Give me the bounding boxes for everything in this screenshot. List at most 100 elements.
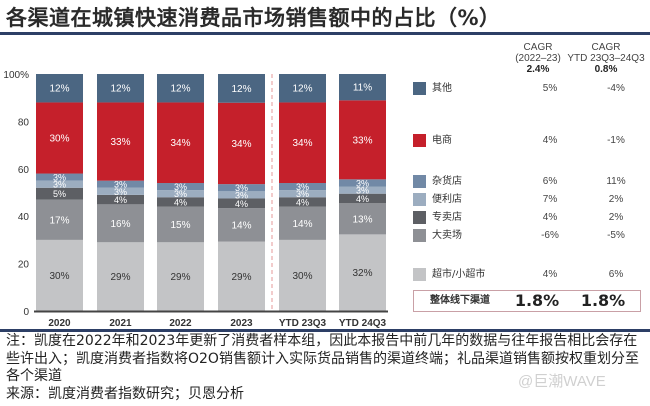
bar-segment: [218, 191, 265, 199]
legend-label: 其他: [432, 83, 452, 94]
data-label: 3%: [53, 173, 66, 183]
legend-cagr: 4%: [542, 269, 558, 280]
total-label: 整体线下渠道: [430, 295, 490, 306]
col2-header-line2: YTD 23Q3–24Q3: [567, 53, 645, 64]
data-label: 29%: [231, 272, 251, 283]
data-label: 13%: [352, 214, 372, 225]
data-label: 3%: [174, 189, 187, 199]
data-label: 12%: [110, 84, 130, 95]
legend-ytd: -5%: [607, 230, 625, 241]
legend-col2-header: CAGR YTD 23Q3–24Q3 0.8%: [566, 42, 646, 75]
y-tick-label: 100%: [3, 70, 29, 81]
bar-segment: [97, 102, 144, 181]
bar-segment: [279, 239, 326, 311]
bar-segment: [97, 242, 144, 311]
legend-label: 杂货店: [432, 176, 462, 187]
bar-segment: [157, 197, 204, 207]
data-label: 29%: [110, 272, 130, 283]
data-label: 17%: [49, 215, 69, 226]
legend-cagr: 4%: [542, 212, 558, 223]
y-tick-label: 0: [23, 307, 29, 318]
legend-cagr: 5%: [542, 83, 558, 94]
footer-divider: [0, 329, 650, 332]
data-label: 29%: [170, 272, 190, 283]
legend-swatch: [413, 268, 426, 281]
bar-segment: [157, 183, 204, 191]
bar-segment: [279, 74, 326, 103]
x-tick-label: YTD 24Q3: [339, 318, 387, 329]
legend-ytd: -4%: [607, 83, 625, 94]
legend-ytd: 11%: [606, 176, 626, 187]
bar-segment: [36, 173, 83, 181]
data-label: 15%: [170, 220, 190, 231]
data-label: 16%: [110, 219, 130, 230]
legend-row: 专卖店 4% 2%: [413, 211, 643, 225]
bar-segment: [97, 194, 144, 205]
y-tick-label: 20: [18, 260, 30, 271]
bar-segment: [36, 199, 83, 240]
data-label: 12%: [170, 84, 190, 95]
data-label: 4%: [114, 195, 127, 205]
legend-row: 超市/小超市 4% 6%: [413, 268, 643, 282]
data-label: 14%: [231, 220, 251, 231]
legend-row: 其他 5% -4%: [413, 82, 643, 96]
data-label: 3%: [114, 187, 127, 197]
bar-segment: [339, 74, 386, 101]
x-tick-label: 2021: [109, 318, 132, 329]
source-line: 来源：凯度消费者指数研究；贝恩分析: [6, 385, 244, 402]
bar-segment: [279, 197, 326, 207]
legend-cagr: 6%: [542, 176, 558, 187]
data-label: 4%: [356, 194, 369, 204]
data-label: 4%: [235, 199, 248, 209]
bar-segment: [279, 206, 326, 240]
data-label: 4%: [296, 197, 309, 207]
legend-swatch: [413, 134, 426, 147]
bar-segment: [36, 180, 83, 188]
footnotes: 注：凯度在2022年和2023年更新了消费者样本组，因此本报告中前几年的数据与往…: [6, 333, 639, 403]
title-divider: [0, 32, 650, 35]
data-label: 14%: [292, 219, 312, 230]
x-tick-label: 2022: [169, 318, 192, 329]
legend-row: 杂货店 6% 11%: [413, 175, 643, 189]
data-label: 3%: [235, 190, 248, 200]
legend-row: 电商 4% -1%: [413, 134, 643, 148]
bar-segment: [157, 74, 204, 103]
bar-segment: [339, 193, 386, 204]
y-tick-label: 40: [18, 212, 30, 223]
bar-segment: [218, 184, 265, 192]
bar-segment: [97, 74, 144, 103]
total-cagr: 1.8%: [514, 291, 560, 310]
bar-segment: [339, 179, 386, 187]
x-tick-label: YTD 23Q3: [279, 318, 327, 329]
data-label: 34%: [292, 138, 312, 149]
legend-col1-header: CAGR (2022–23) 2.4%: [508, 42, 568, 75]
data-label: 12%: [231, 84, 251, 95]
data-label: 5%: [53, 189, 66, 199]
data-label: 34%: [231, 139, 251, 150]
note-line: 注：凯度在2022年和2023年更新了消费者样本组，因此本报告中前几年的数据与往…: [6, 333, 638, 349]
x-tick-label: 2020: [48, 318, 71, 329]
data-label: 3%: [174, 182, 187, 192]
legend-swatch: [413, 229, 426, 242]
legend-label: 便利店: [432, 194, 462, 205]
data-label: 11%: [353, 83, 372, 94]
legend-cagr: -6%: [541, 230, 559, 241]
data-label: 3%: [53, 180, 66, 190]
bar-segment: [218, 208, 265, 242]
legend-ytd: 2%: [608, 194, 624, 205]
bar-segment: [157, 206, 204, 243]
legend-label: 专卖店: [432, 212, 462, 223]
bar-segment: [279, 183, 326, 191]
bar-segment: [218, 241, 265, 311]
bar-segment: [279, 102, 326, 184]
legend-total-row: 整体线下渠道 1.8% 1.8%: [413, 290, 641, 312]
legend-row: 便利店 7% 2%: [413, 193, 643, 207]
col2-header-line1: CAGR: [591, 42, 621, 53]
col1-header-line2: (2022–23): [515, 53, 561, 64]
legend-cagr: 7%: [542, 194, 558, 205]
legend-row: 大卖场 -6% -5%: [413, 229, 643, 243]
bar-segment: [97, 187, 144, 195]
col1-total: 2.4%: [526, 64, 550, 75]
data-label: 3%: [296, 189, 309, 199]
data-label: 12%: [292, 84, 312, 95]
